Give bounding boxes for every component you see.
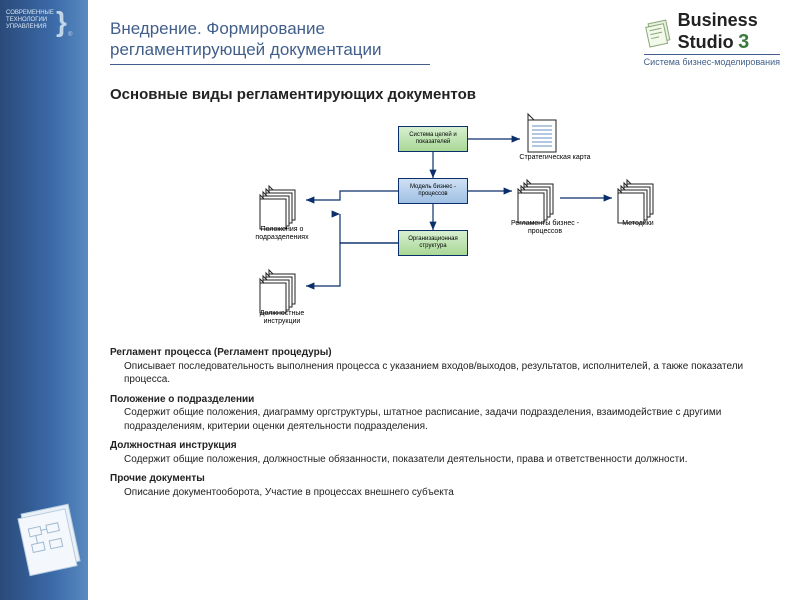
doc-label-d5: Должностные инструкции bbox=[242, 310, 322, 325]
doc-label-d1: Стратегическая карта bbox=[510, 154, 600, 162]
brand-name2: Studio bbox=[678, 32, 734, 52]
sidebar: СОВРЕМЕННЫЕ ТЕХНОЛОГИИ УПРАВЛЕНИЯ } ® bbox=[0, 0, 88, 600]
sidebar-paper-icon bbox=[8, 495, 88, 580]
body-section-desc: Содержит общие положения, должностные об… bbox=[124, 453, 780, 467]
diagram: Система целей и показателей Модель бизнес… bbox=[180, 120, 720, 330]
body-section-desc: Содержит общие положения, диаграмму оргс… bbox=[124, 406, 780, 433]
brand-name: Business bbox=[678, 10, 758, 30]
node-n3: Организационная структура bbox=[398, 230, 468, 256]
doc-label-d4: Методики bbox=[608, 220, 668, 228]
brand-logo: Business Studio 3 Система бизнес-моделир… bbox=[644, 10, 780, 67]
node-n2: Модель бизнес - процессов bbox=[398, 178, 468, 204]
edge bbox=[306, 243, 398, 286]
doc-label-d2: Положения о подразделениях bbox=[242, 226, 322, 241]
brand-version: 3 bbox=[738, 31, 749, 53]
logo-line: СОВРЕМЕННЫЕ bbox=[6, 10, 54, 17]
body-text: Регламент процесса (Регламент процедуры)… bbox=[110, 340, 780, 499]
registered-mark: ® bbox=[68, 32, 72, 38]
body-section-desc: Описание документооборота, Участие в про… bbox=[124, 486, 780, 500]
body-section-title: Прочие документы bbox=[110, 472, 780, 486]
section-title: Основные виды регламентирующих документо… bbox=[110, 86, 476, 103]
body-section-title: Регламент процесса (Регламент процедуры) bbox=[110, 346, 780, 360]
edge bbox=[340, 214, 398, 243]
brand-text: Business Studio 3 bbox=[678, 10, 758, 54]
doc-label-d3: Регламенты бизнес - процессов bbox=[500, 220, 590, 235]
title-underline bbox=[110, 64, 430, 65]
sidebar-logo-text: СОВРЕМЕННЫЕ ТЕХНОЛОГИИ УПРАВЛЕНИЯ bbox=[6, 10, 54, 32]
body-section-desc: Описывает последовательность выполнения … bbox=[124, 360, 780, 387]
edge bbox=[306, 191, 398, 200]
title-line: регламентирующей документации bbox=[110, 40, 382, 59]
brace-icon: } bbox=[56, 6, 67, 38]
logo-line: УПРАВЛЕНИЯ bbox=[6, 24, 54, 31]
title-line: Внедрение. Формирование bbox=[110, 19, 325, 38]
logo-line: ТЕХНОЛОГИИ bbox=[6, 17, 54, 24]
body-section-title: Должностная инструкция bbox=[110, 439, 780, 453]
brand-icon bbox=[644, 18, 672, 46]
brand-subtitle: Система бизнес-моделирования bbox=[644, 54, 780, 67]
node-n1: Система целей и показателей bbox=[398, 126, 468, 152]
body-section-title: Положение о подразделении bbox=[110, 393, 780, 407]
